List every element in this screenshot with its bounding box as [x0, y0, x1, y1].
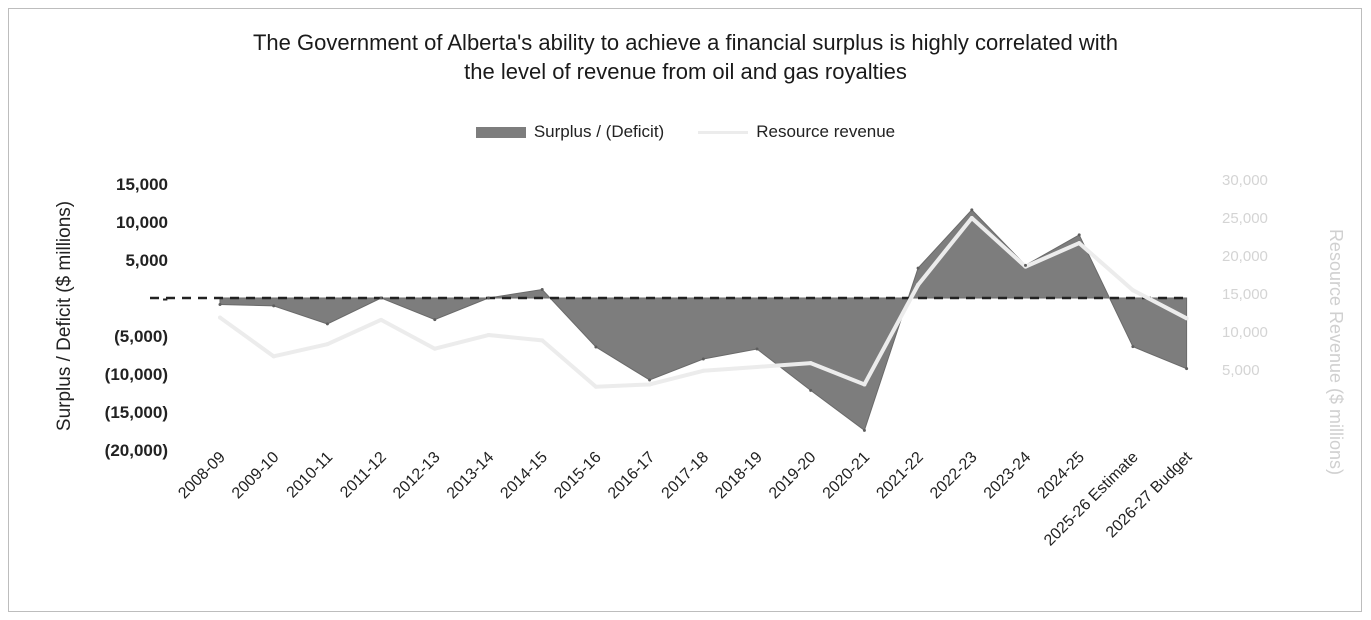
- resource-revenue-point: [1077, 241, 1082, 246]
- x-tick-label: 2018-19: [712, 449, 766, 503]
- x-tick-label: 2009-10: [229, 449, 283, 503]
- legend-swatch-resource: [698, 130, 749, 134]
- legend-swatch-surplus: [475, 126, 526, 138]
- legend-label-surplus: Surplus / (Deficit): [533, 122, 665, 141]
- right-tick-label: 15,000: [1222, 286, 1268, 303]
- resource-revenue-point: [755, 364, 759, 369]
- x-tick-label: 2013-14: [444, 449, 498, 503]
- surplus-point: [272, 304, 276, 308]
- surplus-point: [218, 302, 222, 306]
- surplus-point: [1185, 367, 1189, 371]
- left-tick-label: (15,000): [105, 403, 168, 422]
- surplus-point: [1131, 345, 1135, 349]
- surplus-point: [862, 428, 866, 432]
- right-axis-title: Resource Revenue ($ millions): [1326, 229, 1346, 475]
- x-tick-label: 2024-25: [1034, 449, 1088, 503]
- chart-title-line-1: The Government of Alberta's ability to a…: [252, 30, 1119, 55]
- left-tick-label: (10,000): [105, 365, 168, 384]
- legend-item-resource: Resource revenue: [698, 122, 895, 142]
- resource-revenue-point: [1184, 316, 1189, 321]
- surplus-point: [970, 208, 974, 212]
- chart-title: The Government of Alberta's ability to a…: [0, 28, 1371, 86]
- chart-legend: Surplus / (Deficit) Resource revenue: [0, 122, 1371, 142]
- resource-revenue-point: [432, 346, 437, 351]
- surplus-area: [219, 209, 1188, 432]
- surplus-point: [433, 318, 437, 322]
- resource-revenue-point: [647, 382, 652, 387]
- surplus-point: [648, 378, 652, 382]
- left-tick-label: -: [162, 289, 168, 308]
- left-tick-label: (5,000): [114, 327, 168, 346]
- surplus-point: [701, 357, 705, 361]
- surplus-point: [379, 296, 383, 300]
- resource-revenue-point: [862, 382, 867, 387]
- resource-revenue-point: [486, 333, 491, 338]
- resource-revenue-point: [325, 342, 330, 347]
- surplus-point: [809, 388, 813, 392]
- x-tick-label: 2014-15: [497, 449, 551, 503]
- x-tick-label: 2011-12: [337, 449, 390, 502]
- x-tick-label: 2016-17: [605, 449, 659, 503]
- resource-revenue-point: [593, 384, 598, 389]
- resource-revenue-point: [808, 361, 813, 366]
- right-tick-label: 25,000: [1222, 210, 1268, 227]
- x-tick-label: 2017-18: [659, 449, 713, 503]
- x-tick-label: 2021-22: [873, 449, 927, 503]
- left-tick-label: (20,000): [105, 441, 168, 460]
- surplus-point: [487, 296, 490, 300]
- x-tick-label: 2025-26 Estimate: [1041, 449, 1142, 550]
- surplus-point: [325, 322, 329, 326]
- x-tick-label: 2019-20: [766, 449, 820, 503]
- x-tick-label: 2022-23: [927, 449, 981, 503]
- surplus-point: [540, 288, 544, 292]
- resource-revenue-point: [969, 216, 974, 220]
- right-tick-label: 5,000: [1222, 362, 1260, 379]
- resource-revenue-point: [916, 282, 921, 287]
- surplus-point: [594, 345, 598, 349]
- resource-revenue-point: [379, 317, 384, 322]
- surplus-point: [1024, 263, 1027, 267]
- resource-revenue-point: [271, 354, 276, 359]
- x-tick-label: 2015-16: [551, 449, 605, 503]
- resource-revenue-point: [701, 368, 706, 373]
- surplus-point: [1077, 233, 1081, 237]
- x-tick-label: 2012-13: [390, 449, 444, 503]
- legend-label-resource: Resource revenue: [756, 122, 896, 141]
- right-tick-label: 10,000: [1222, 324, 1268, 341]
- x-tick-label: 2010-11: [284, 449, 337, 502]
- left-tick-label: 15,000: [116, 175, 168, 194]
- left-axis-title: Surplus / Deficit ($ millions): [54, 201, 75, 431]
- legend-item-surplus: Surplus / (Deficit): [475, 122, 665, 142]
- right-tick-label: 30,000: [1222, 172, 1268, 189]
- resource-revenue-point: [1130, 288, 1135, 293]
- surplus-point: [916, 266, 920, 270]
- surplus-point: [755, 347, 759, 351]
- x-tick-label: 2023-24: [981, 449, 1035, 503]
- resource-revenue-point: [540, 338, 545, 343]
- x-tick-label: 2020-21: [820, 449, 874, 503]
- x-tick-label: 2008-09: [175, 449, 229, 503]
- left-tick-label: 10,000: [116, 213, 168, 232]
- chart-title-line-2: the level of revenue from oil and gas ro…: [464, 59, 907, 84]
- left-tick-label: 5,000: [125, 251, 168, 270]
- right-tick-label: 20,000: [1222, 248, 1268, 265]
- resource-revenue-point: [218, 315, 222, 320]
